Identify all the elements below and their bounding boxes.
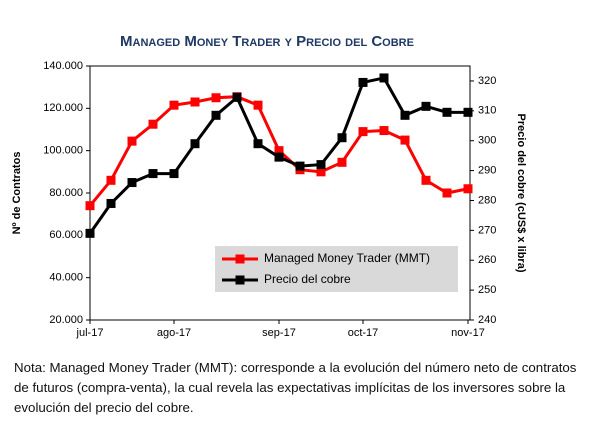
x-tick-label: oct-17: [348, 327, 379, 339]
point-marker: [148, 119, 158, 129]
point-marker: [127, 136, 137, 146]
y-tick-label: 40.000: [49, 272, 83, 284]
point-marker: [253, 100, 263, 110]
point-marker: [379, 73, 389, 83]
point-marker: [274, 152, 284, 162]
point-marker: [232, 92, 242, 102]
y2-axis-label: Precio del cobre (cUS$ x libra): [515, 114, 527, 273]
y2-tick-label: 240: [478, 314, 496, 326]
point-marker: [106, 175, 116, 185]
y2-tick-label: 270: [478, 224, 496, 236]
point-marker: [127, 178, 137, 188]
point-marker: [169, 100, 179, 110]
y-tick-label: 20.000: [49, 314, 83, 326]
legend-box: [215, 246, 458, 292]
x-tick-label: jul-17: [76, 327, 104, 339]
point-marker: [421, 175, 431, 185]
point-marker: [211, 93, 221, 103]
legend-marker: [235, 275, 245, 285]
point-marker: [253, 139, 263, 149]
point-marker: [85, 201, 95, 211]
x-tick-label: sep-17: [262, 327, 296, 339]
point-marker: [190, 97, 200, 107]
point-marker: [337, 157, 347, 167]
chart-title: Managed Money Trader y Precio del Cobre: [120, 33, 414, 50]
point-marker: [211, 110, 221, 120]
point-marker: [379, 126, 389, 136]
point-marker: [358, 77, 368, 87]
point-marker: [190, 139, 200, 149]
point-marker: [295, 161, 305, 171]
point-marker: [400, 135, 410, 145]
point-marker: [148, 169, 158, 179]
y-tick-label: 100.000: [43, 145, 83, 157]
legend-label: Managed Money Trader (MMT): [264, 251, 430, 265]
point-marker: [358, 127, 368, 137]
point-marker: [316, 160, 326, 170]
y2-tick-label: 280: [478, 194, 496, 206]
point-marker: [106, 198, 116, 208]
x-tick-label: ago-17: [157, 327, 191, 339]
point-marker: [274, 146, 284, 156]
point-marker: [337, 133, 347, 143]
note: Nota: Managed Money Trader (MMT): corres…: [14, 360, 577, 415]
point-marker: [463, 184, 473, 194]
point-marker: [85, 228, 95, 238]
y-tick-label: 140.000: [43, 60, 83, 72]
y2-tick-label: 250: [478, 284, 496, 296]
point-marker: [463, 107, 473, 117]
y2-tick-label: 310: [478, 105, 496, 117]
y2-tick-label: 290: [478, 164, 496, 176]
y-tick-label: 120.000: [43, 102, 83, 114]
legend-label: Precio del cobre: [264, 272, 351, 286]
point-marker: [421, 101, 431, 111]
y-axis-label: Nº de Contratos: [11, 152, 23, 235]
point-marker: [400, 110, 410, 120]
y2-tick-label: 300: [478, 135, 496, 147]
point-marker: [169, 169, 179, 179]
y-tick-label: 60.000: [49, 229, 83, 241]
y-tick-label: 80.000: [49, 187, 83, 199]
point-marker: [442, 188, 452, 198]
chart: Managed Money Trader y Precio del Cobre …: [11, 33, 527, 339]
legend-marker: [235, 254, 245, 264]
y2-tick-label: 320: [478, 75, 496, 87]
point-marker: [316, 167, 326, 177]
x-tick-label: nov-17: [451, 327, 485, 339]
point-marker: [442, 107, 452, 117]
y2-tick-label: 260: [478, 254, 496, 266]
